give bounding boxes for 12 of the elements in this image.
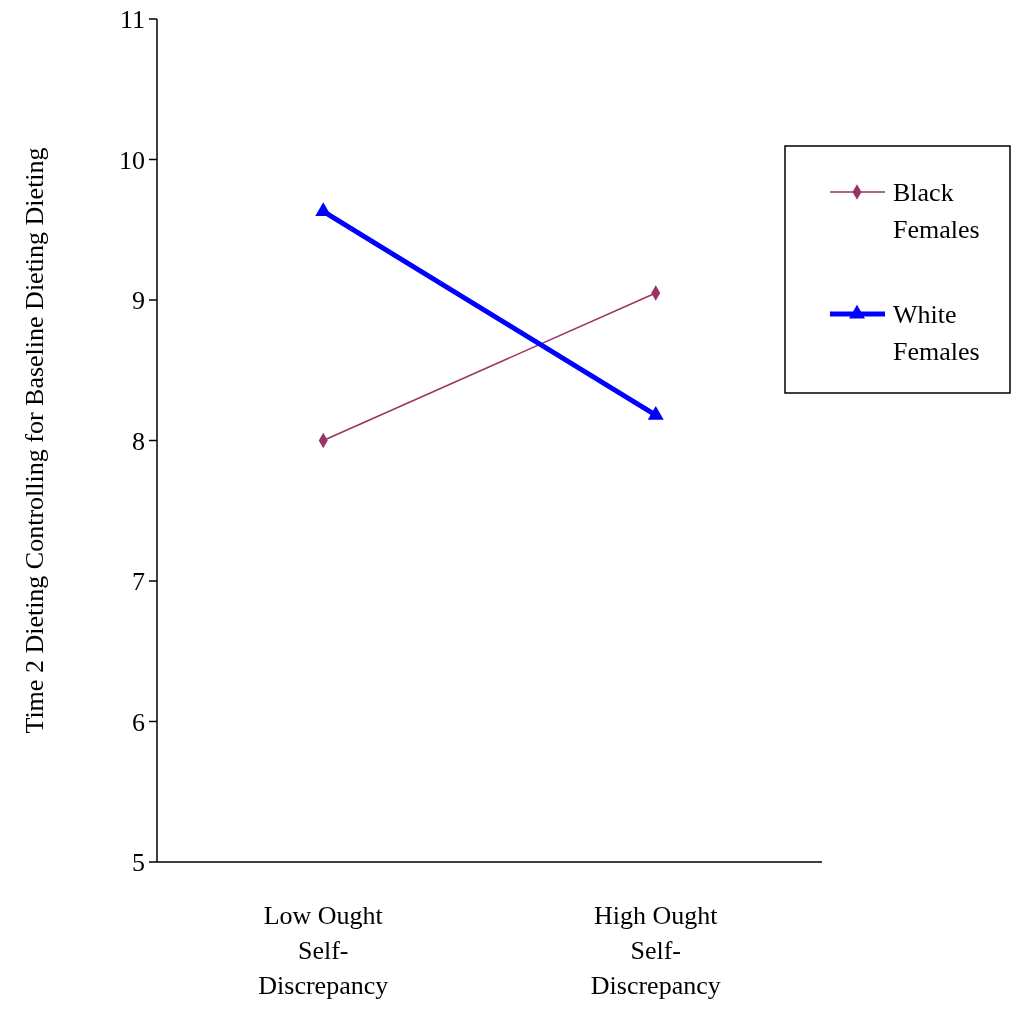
x-tick-label: High Ought Self- Discrepancy [590,901,721,1000]
y-tick-label: 6 [132,707,145,737]
y-tick-label: 9 [132,286,145,316]
x-tick-label: Low Ought Self- Discrepancy [258,901,389,1000]
y-tick-label: 5 [132,848,145,878]
y-tick-label: 8 [132,426,145,456]
legend-label: White Females [893,300,980,367]
y-tick-label: 11 [119,5,145,35]
y-tick-label: 10 [119,145,145,175]
legend-label: Black Females [893,178,980,245]
y-tick-label: 7 [132,567,145,597]
y-axis-title: Time 2 Dieting Controlling for Baseline Dieting Dieting [20,147,49,734]
